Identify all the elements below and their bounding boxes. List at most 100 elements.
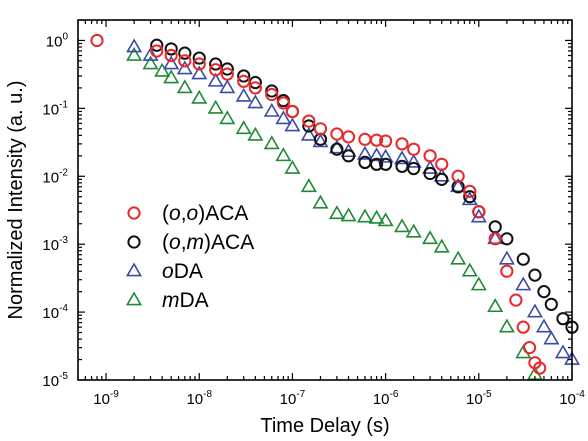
data-point	[150, 44, 164, 58]
ticks-layer	[77, 19, 573, 381]
data-point	[451, 169, 465, 183]
data-point	[328, 139, 345, 154]
y-tick-label: 10-4	[42, 303, 68, 322]
data-point	[207, 99, 224, 114]
data-point	[219, 79, 236, 94]
legend-marker	[127, 206, 141, 220]
x-tick-label: 10-4	[559, 389, 585, 408]
y-tick-label: 10-2	[42, 167, 68, 186]
data-point	[498, 250, 515, 265]
legend-entry: oDA	[125, 260, 203, 283]
data-point	[284, 159, 301, 174]
data-point	[356, 208, 373, 223]
legend: (o,o)ACA (o,m)ACA oDA mDA	[125, 202, 254, 312]
legend-label: mDA	[162, 289, 209, 312]
data-point	[407, 142, 421, 156]
data-point	[248, 81, 262, 95]
data-point	[488, 232, 502, 246]
data-point	[393, 150, 411, 165]
data-point	[330, 142, 344, 156]
data-point	[369, 157, 384, 171]
x-tick-label: 10-9	[93, 389, 119, 408]
data-point	[247, 94, 264, 109]
data-point	[247, 126, 264, 141]
data-point	[407, 161, 421, 176]
data-point	[163, 69, 180, 84]
data-point	[395, 159, 409, 173]
data-point	[405, 153, 422, 168]
data-point	[209, 63, 223, 77]
legend-marker	[125, 262, 143, 277]
data-point	[450, 250, 467, 265]
legend-entry: mDA	[125, 289, 209, 312]
x-tick-label: 10-7	[280, 389, 306, 408]
data-point	[150, 38, 164, 52]
data-point	[369, 133, 384, 147]
data-point	[285, 104, 300, 119]
data-point	[312, 194, 329, 209]
data-point	[176, 60, 193, 75]
legend-marker	[125, 291, 143, 306]
data-point	[422, 230, 439, 245]
data-point	[368, 147, 385, 162]
legend-label: (o,m)ACA	[162, 231, 254, 254]
data-point	[377, 212, 394, 227]
data-point	[356, 145, 373, 160]
data-point	[509, 293, 523, 307]
data-point	[263, 135, 280, 150]
data-point	[472, 205, 486, 219]
data-point	[340, 207, 357, 222]
data-point	[207, 72, 224, 87]
data-point	[433, 238, 450, 253]
data-point	[265, 87, 279, 102]
plot-frame	[77, 19, 573, 381]
data-point	[235, 120, 252, 135]
data-point	[537, 285, 551, 299]
data-point	[237, 74, 251, 88]
legend-marker	[127, 235, 141, 249]
data-point	[463, 190, 477, 204]
data-point	[515, 276, 532, 291]
data-point	[556, 312, 570, 326]
data-point	[516, 320, 530, 334]
data-point	[164, 42, 178, 56]
data-point	[341, 130, 356, 144]
legend-entry: (o,m)ACA	[127, 231, 254, 254]
data-point	[300, 178, 317, 193]
data-point	[423, 149, 437, 163]
data-point	[516, 252, 530, 266]
data-point	[126, 38, 143, 53]
data-point	[393, 218, 411, 233]
data-point	[142, 46, 159, 61]
data-point	[450, 178, 467, 193]
data-point	[461, 191, 478, 206]
data-point	[313, 122, 328, 136]
data-point	[312, 133, 329, 148]
tick-labels: 10-9 10-8 10-7 10-6 10-5 10-4 100 10-1 10-2 10-3 1…	[42, 31, 585, 408]
data-point	[554, 344, 572, 359]
data-point	[528, 268, 542, 282]
data-point	[379, 134, 393, 148]
x-axis-title: Time Delay (s)	[260, 415, 389, 437]
data-point	[220, 67, 234, 81]
data-point	[284, 117, 301, 132]
data-point	[500, 232, 514, 246]
data-point	[192, 51, 206, 65]
data-point	[302, 119, 316, 133]
data-point	[154, 62, 171, 77]
data-point	[90, 33, 104, 48]
data-point	[487, 230, 504, 245]
y-tick-label: 10-1	[42, 99, 68, 118]
data-point	[328, 205, 345, 220]
data-point	[330, 127, 344, 141]
y-tick-label: 10-3	[42, 235, 68, 254]
data-point	[487, 298, 504, 313]
data-point	[276, 96, 291, 110]
y-tick-label: 10-5	[42, 371, 68, 390]
legend-entry: (o,o)ACA	[127, 202, 248, 225]
data-point	[533, 361, 547, 375]
data-point	[176, 79, 193, 94]
legend-label: (o,o)ACA	[162, 202, 248, 225]
data-point	[461, 262, 478, 277]
data-point	[178, 54, 192, 68]
